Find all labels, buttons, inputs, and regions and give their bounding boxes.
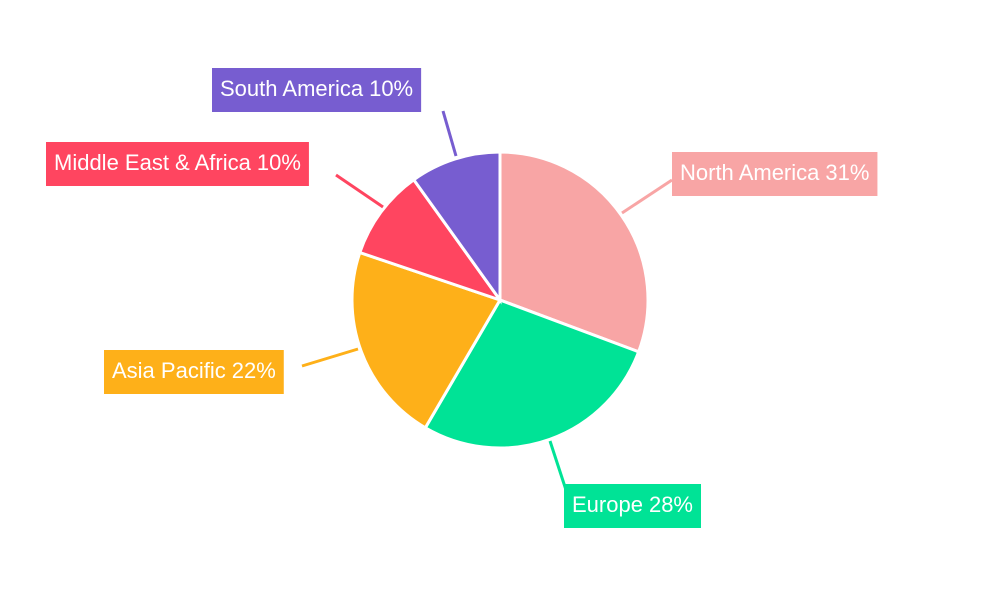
leader-line [621, 178, 673, 215]
value-label: 31% [825, 160, 869, 185]
category-name: Europe [572, 492, 643, 517]
value-label: 28% [649, 492, 693, 517]
label-box [104, 350, 284, 394]
label-box [46, 142, 309, 186]
slice-label: Asia Pacific 22% [112, 358, 276, 383]
category-name: North America [680, 160, 820, 185]
category-name: Asia Pacific [112, 358, 226, 383]
label-box [212, 68, 422, 112]
leader-line [441, 110, 458, 157]
leader-line [548, 440, 568, 491]
category-name: Middle East & Africa [54, 150, 252, 175]
pie-slice [498, 150, 650, 354]
value-label: 10% [369, 76, 413, 101]
slice-label: Middle East & Africa 10% [54, 150, 301, 175]
slice-label: Europe 28% [572, 492, 693, 517]
pie-slice [411, 150, 502, 305]
value-label: 22% [232, 358, 276, 383]
label-box [564, 484, 701, 528]
leader-line [301, 347, 359, 368]
labels: North America 31% Europe 28% Asia Pacific 22%… [46, 68, 878, 528]
category-name: South America [220, 76, 364, 101]
pie-slice [350, 250, 503, 430]
pie-slice [357, 177, 504, 303]
label-box [672, 152, 878, 196]
slices [350, 150, 650, 450]
value-label: 10% [257, 150, 301, 175]
slice-label: North America 31% [680, 160, 869, 185]
slice-label: South America 10% [220, 76, 413, 101]
leader-line [335, 173, 384, 209]
